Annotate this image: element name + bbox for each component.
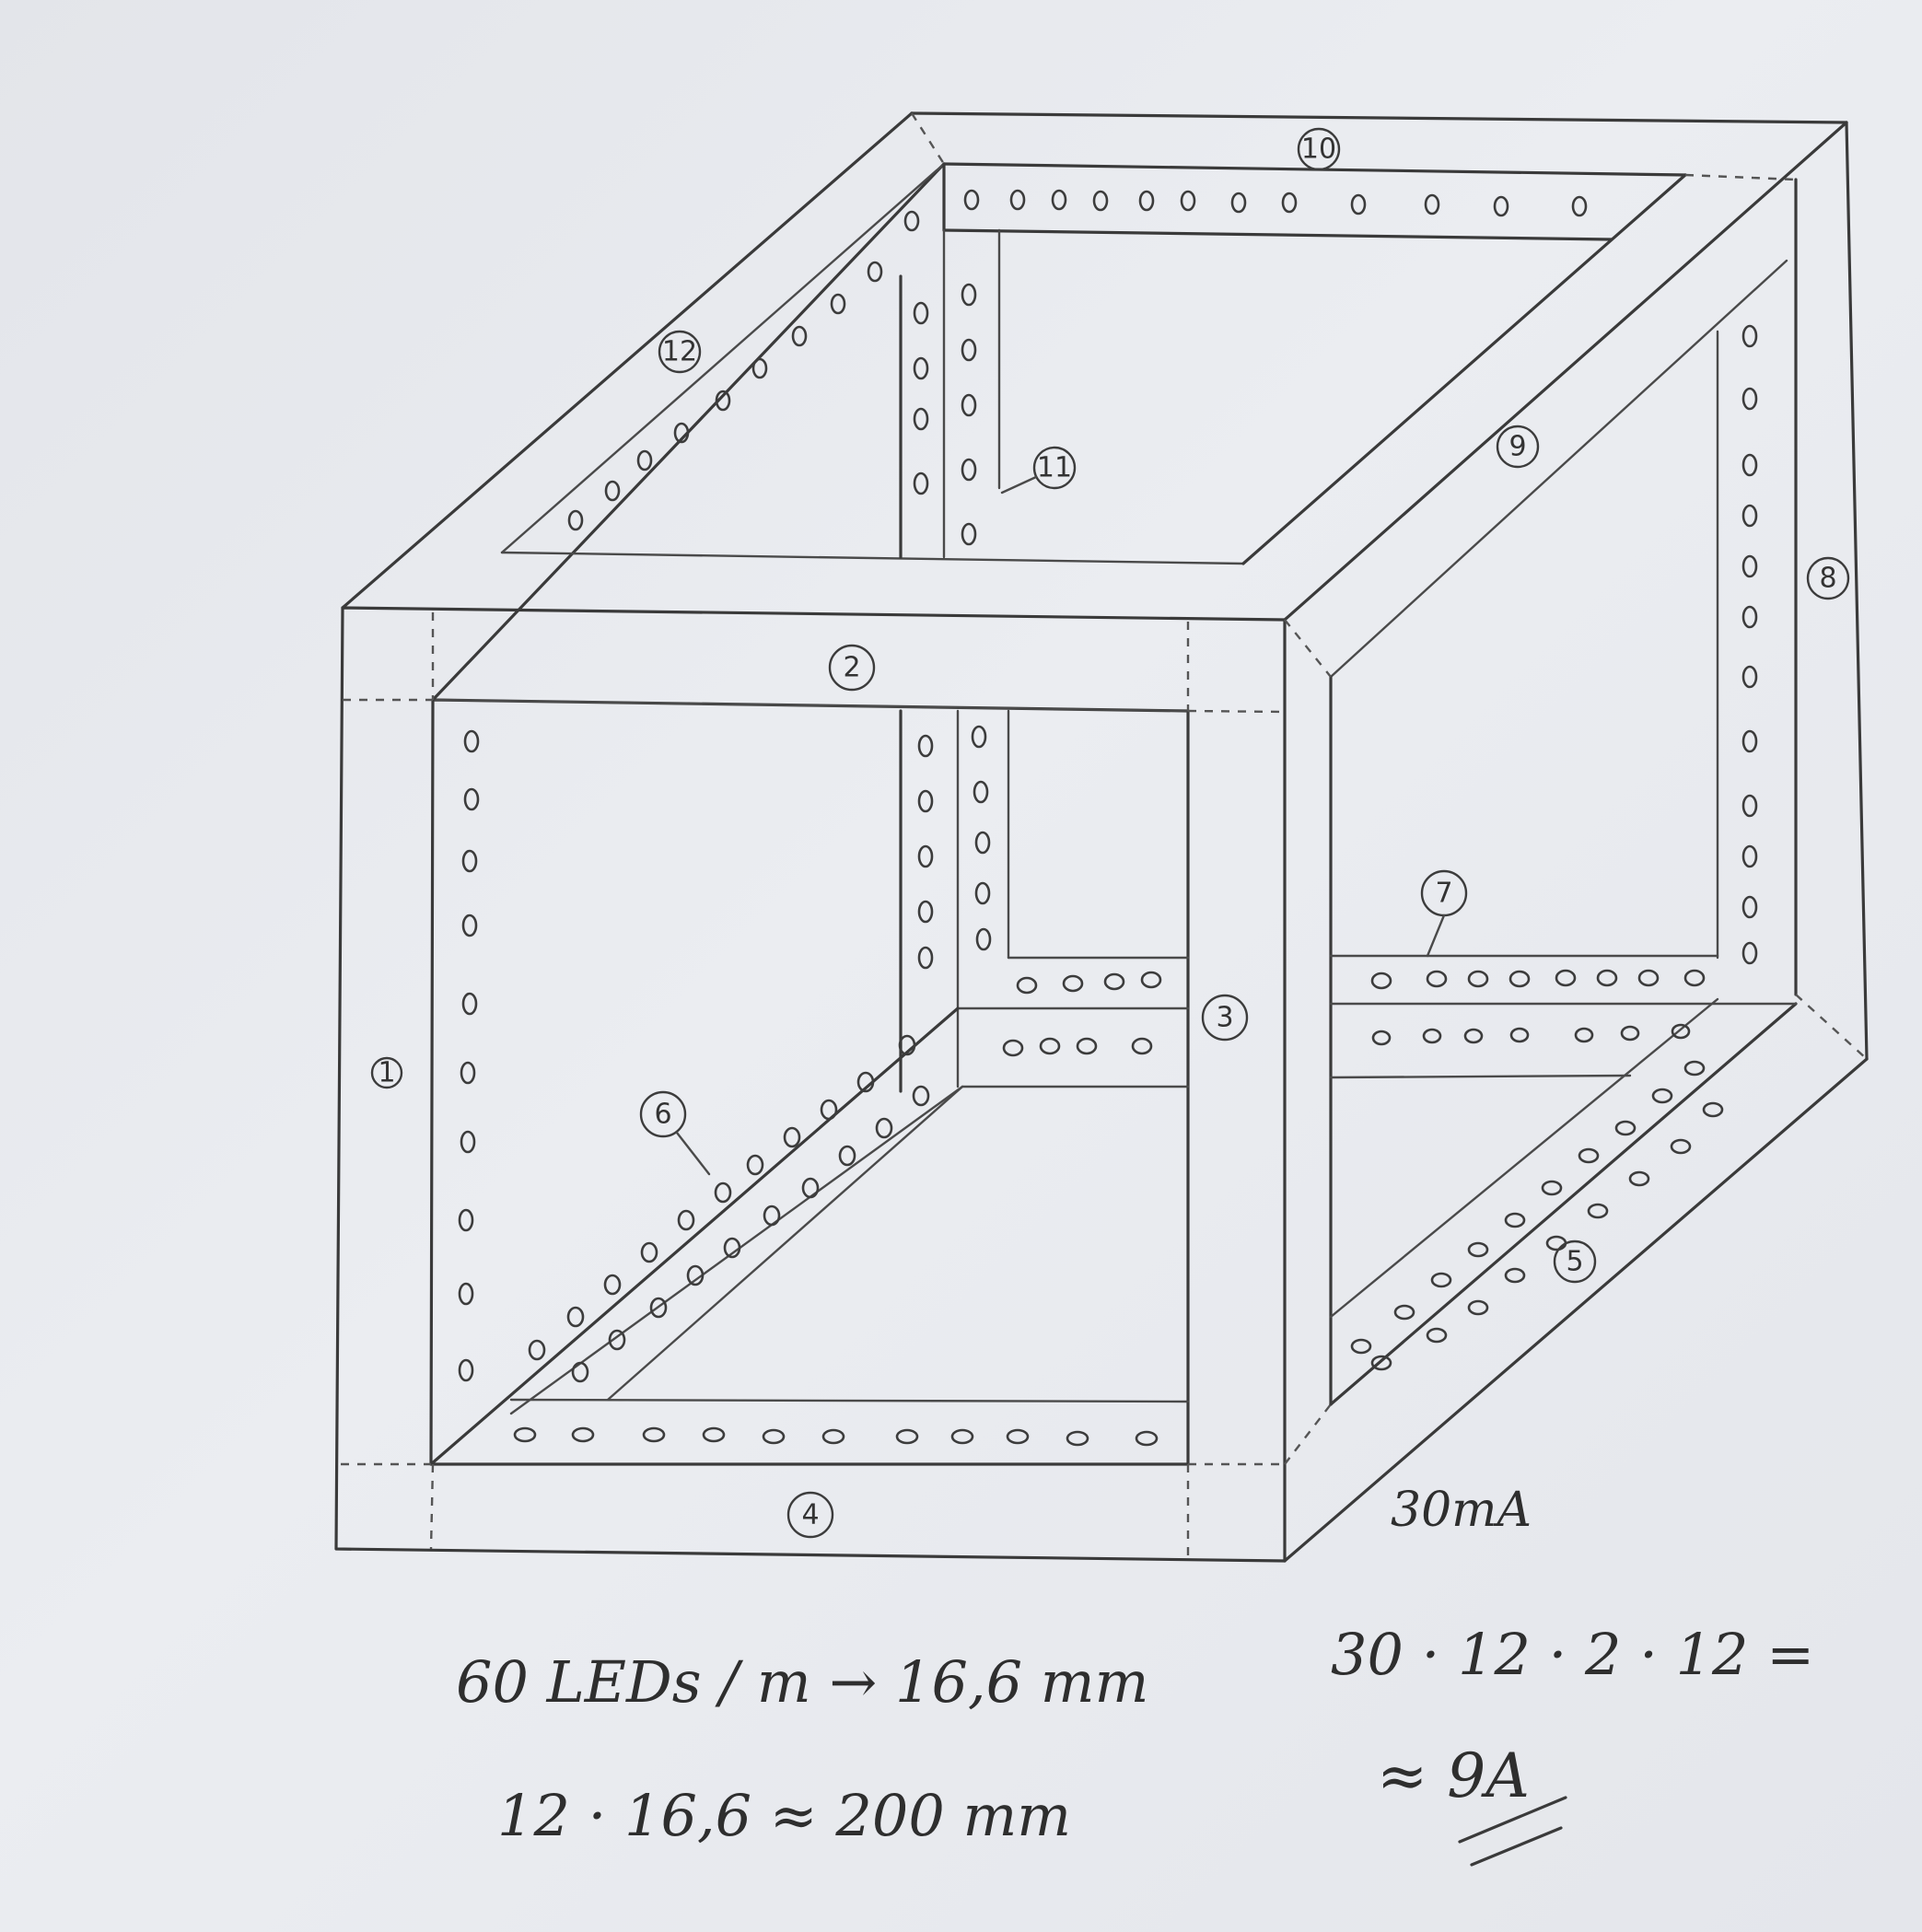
edge-9-strip [1329,259,1788,679]
svg-text:2: 2 [843,652,860,684]
led-strip-edge-12 [567,210,920,531]
led-strip-edge-4 [513,1426,1159,1447]
svg-text:10: 10 [1301,134,1336,166]
current-calculation: 30 · 12 · 2 · 12 = [1331,1621,1815,1688]
edge-label-12: 12 [658,330,702,374]
hidden-line [1795,994,1868,1060]
led-strip-edge-3 [1002,971,1162,1057]
svg-text:11: 11 [1037,452,1072,484]
edge-9-inner [1241,173,1687,565]
edge-label-2: 2 [828,644,876,692]
led-strip-edge-5 [1350,1060,1724,1371]
edge-5-inner [1329,1002,1798,1406]
svg-text:3: 3 [1216,1002,1233,1034]
edge-12-strip [500,162,946,554]
edge-9-outer [1283,121,1848,622]
edge-label-4: 4 [786,1491,834,1539]
strip-length-note: 12 · 16,6 ≈ 200 mm [497,1782,1072,1849]
svg-text:1: 1 [378,1057,395,1089]
svg-text:8: 8 [1819,563,1836,595]
led-strip-edge-6 [528,1034,930,1383]
edge-12-top [500,551,1245,565]
edge-label-1: 1 [370,1057,403,1089]
result-underline [1458,1796,1567,1867]
hidden-line [1284,619,1332,678]
led-strip-edge-7 [1370,969,1706,1046]
led-strip-edge-10 [963,189,1588,217]
hidden-line [1187,709,1286,714]
led-strip-edge-11 [913,283,992,970]
back-face-outer [910,111,1869,1061]
svg-text:12: 12 [662,336,697,368]
edge-6-mid [509,1085,964,1415]
led-strip-edge-1 [458,729,480,1382]
edge-label-8: 8 [1806,556,1850,600]
edge-label-11: 11 [1000,446,1077,495]
front-face-outer [334,606,1287,1563]
edge-label-3: 3 [1201,994,1249,1042]
svg-text:5: 5 [1566,1246,1583,1278]
edge-label-6: 6 [639,1090,711,1176]
led-strip-edge-8 [1741,324,1758,965]
edge-10-bottom [942,228,1613,241]
hidden-line [910,112,946,165]
svg-text:7: 7 [1435,878,1452,910]
hidden-line [1284,1403,1332,1465]
svg-text:4: 4 [801,1499,819,1531]
edge-4-top [509,1398,1190,1403]
edge-6-inner [606,1085,964,1402]
edge-label-7: 7 [1420,869,1468,958]
total-current-result: ≈ 9A [1377,1740,1530,1811]
edge-7-lower [1329,1074,1632,1079]
edge-label-10: 10 [1297,127,1341,171]
svg-text:9: 9 [1508,431,1526,463]
svg-text:6: 6 [654,1099,671,1131]
hidden-line [1684,173,1797,181]
led-density-note: 60 LEDs / m → 16,6 mm [456,1648,1149,1716]
hidden-line [429,1463,435,1550]
edge-5-outer [1283,1057,1869,1563]
edge-label-9: 9 [1496,425,1540,469]
edge-2-bottom-line [431,698,1190,713]
current-note: 30mA [1391,1483,1532,1538]
edge-12-outer [341,111,914,610]
edge-6-outer [429,1007,960,1466]
edge-label-5: 5 [1553,1240,1597,1284]
edge-5-strip [1329,997,1719,1319]
